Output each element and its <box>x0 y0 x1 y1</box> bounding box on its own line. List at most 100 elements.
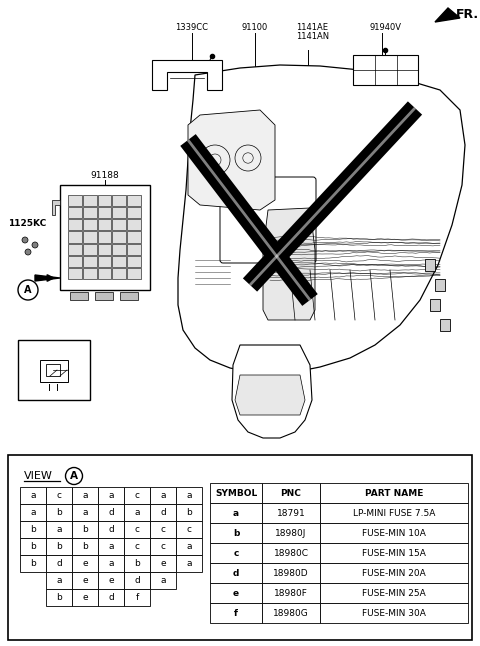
FancyBboxPatch shape <box>124 487 150 504</box>
FancyBboxPatch shape <box>46 555 72 572</box>
Text: VIEW: VIEW <box>24 471 53 481</box>
Text: d: d <box>233 568 239 578</box>
Polygon shape <box>35 275 60 281</box>
FancyBboxPatch shape <box>176 521 202 538</box>
Text: a: a <box>233 508 239 517</box>
Text: 18980C: 18980C <box>274 548 309 557</box>
FancyBboxPatch shape <box>112 195 126 206</box>
FancyBboxPatch shape <box>83 207 96 218</box>
FancyBboxPatch shape <box>72 572 98 589</box>
FancyBboxPatch shape <box>262 563 320 583</box>
Polygon shape <box>235 375 305 415</box>
FancyBboxPatch shape <box>112 231 126 242</box>
Text: 18980F: 18980F <box>274 589 308 598</box>
Text: a: a <box>56 525 62 534</box>
Text: b: b <box>56 542 62 551</box>
FancyBboxPatch shape <box>150 504 176 521</box>
Text: b: b <box>186 508 192 517</box>
FancyBboxPatch shape <box>68 219 82 231</box>
FancyBboxPatch shape <box>124 589 150 606</box>
Text: c: c <box>160 525 166 534</box>
FancyBboxPatch shape <box>176 504 202 521</box>
FancyBboxPatch shape <box>20 555 46 572</box>
Text: d: d <box>108 593 114 602</box>
FancyBboxPatch shape <box>320 583 468 603</box>
Text: 1339CC: 1339CC <box>176 23 208 32</box>
FancyBboxPatch shape <box>97 219 111 231</box>
Text: FUSE-MIN 15A: FUSE-MIN 15A <box>362 548 426 557</box>
Text: a: a <box>186 542 192 551</box>
Text: 91100: 91100 <box>242 23 268 32</box>
FancyBboxPatch shape <box>72 487 98 504</box>
FancyBboxPatch shape <box>210 563 262 583</box>
FancyBboxPatch shape <box>98 589 124 606</box>
Text: a: a <box>160 576 166 585</box>
FancyBboxPatch shape <box>72 504 98 521</box>
FancyBboxPatch shape <box>353 55 418 85</box>
Text: c: c <box>233 548 239 557</box>
Text: b: b <box>30 542 36 551</box>
Text: a: a <box>160 491 166 500</box>
FancyBboxPatch shape <box>46 572 72 589</box>
Text: a: a <box>186 559 192 568</box>
FancyBboxPatch shape <box>97 231 111 242</box>
FancyBboxPatch shape <box>262 523 320 543</box>
Text: b: b <box>30 525 36 534</box>
FancyBboxPatch shape <box>127 195 141 206</box>
Polygon shape <box>52 200 60 215</box>
FancyBboxPatch shape <box>320 603 468 623</box>
FancyBboxPatch shape <box>124 572 150 589</box>
Text: c: c <box>134 525 140 534</box>
Text: 1141AE: 1141AE <box>296 23 328 32</box>
FancyBboxPatch shape <box>83 195 96 206</box>
Text: b: b <box>82 525 88 534</box>
Text: e: e <box>108 576 114 585</box>
FancyBboxPatch shape <box>124 538 150 555</box>
Text: c: c <box>134 491 140 500</box>
FancyBboxPatch shape <box>18 340 90 400</box>
Text: e: e <box>233 589 239 598</box>
FancyBboxPatch shape <box>72 589 98 606</box>
Text: b: b <box>233 528 239 537</box>
Circle shape <box>32 242 38 248</box>
FancyBboxPatch shape <box>124 521 150 538</box>
FancyBboxPatch shape <box>127 256 141 267</box>
FancyBboxPatch shape <box>150 521 176 538</box>
FancyBboxPatch shape <box>68 231 82 242</box>
FancyBboxPatch shape <box>320 503 468 523</box>
FancyBboxPatch shape <box>176 487 202 504</box>
FancyBboxPatch shape <box>83 231 96 242</box>
Text: a: a <box>108 491 114 500</box>
FancyBboxPatch shape <box>150 572 176 589</box>
Polygon shape <box>435 8 460 22</box>
Text: PART NAME: PART NAME <box>365 488 423 497</box>
Text: FUSE-MIN 25A: FUSE-MIN 25A <box>362 589 426 598</box>
FancyBboxPatch shape <box>83 268 96 279</box>
FancyBboxPatch shape <box>435 279 445 291</box>
Text: a: a <box>82 491 88 500</box>
Text: a: a <box>186 491 192 500</box>
Text: d: d <box>160 508 166 517</box>
Text: d: d <box>134 576 140 585</box>
Circle shape <box>25 249 31 255</box>
Text: d: d <box>108 508 114 517</box>
Text: b: b <box>56 508 62 517</box>
FancyBboxPatch shape <box>320 523 468 543</box>
FancyBboxPatch shape <box>68 207 82 218</box>
FancyBboxPatch shape <box>72 538 98 555</box>
FancyBboxPatch shape <box>262 583 320 603</box>
FancyBboxPatch shape <box>20 521 46 538</box>
Text: a: a <box>108 559 114 568</box>
FancyBboxPatch shape <box>98 555 124 572</box>
Text: d: d <box>56 559 62 568</box>
FancyBboxPatch shape <box>262 603 320 623</box>
FancyBboxPatch shape <box>20 504 46 521</box>
FancyBboxPatch shape <box>83 219 96 231</box>
FancyBboxPatch shape <box>98 521 124 538</box>
FancyBboxPatch shape <box>68 195 82 206</box>
FancyBboxPatch shape <box>97 244 111 255</box>
FancyBboxPatch shape <box>68 268 82 279</box>
FancyBboxPatch shape <box>20 538 46 555</box>
Text: b: b <box>30 559 36 568</box>
FancyBboxPatch shape <box>46 589 72 606</box>
